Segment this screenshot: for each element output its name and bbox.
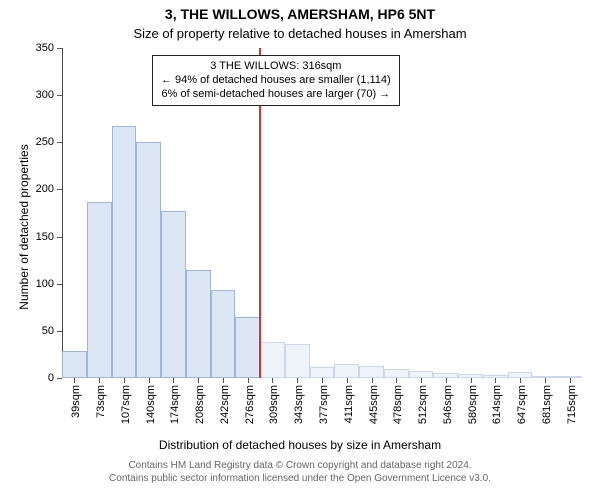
xtick-mark <box>99 378 100 383</box>
xtick-label: 478sqm <box>392 385 404 424</box>
xtick-mark <box>272 378 273 383</box>
histogram-bar <box>112 126 137 378</box>
y-axis <box>62 48 63 378</box>
y-axis-label: Number of detached properties <box>17 117 31 337</box>
xtick-label: 580sqm <box>467 385 479 424</box>
xtick-label: 647sqm <box>516 385 528 424</box>
xtick-mark <box>198 378 199 383</box>
x-axis-label: Distribution of detached houses by size … <box>0 438 600 452</box>
xtick-label: 208sqm <box>194 385 206 424</box>
xtick-mark <box>372 378 373 383</box>
xtick-label: 715sqm <box>566 385 578 424</box>
xtick-label: 377sqm <box>318 385 330 424</box>
xtick-mark <box>495 378 496 383</box>
ytick-mark <box>57 378 62 379</box>
histogram-bar <box>359 366 384 378</box>
xtick-label: 512sqm <box>417 385 429 424</box>
xtick-label: 39sqm <box>70 385 82 418</box>
histogram-bar <box>87 202 112 378</box>
histogram-bar <box>136 142 161 378</box>
credits-text: Contains HM Land Registry data © Crown c… <box>0 460 600 485</box>
xtick-mark <box>471 378 472 383</box>
ytick-label: 250 <box>24 136 54 148</box>
xtick-label: 107sqm <box>120 385 132 424</box>
histogram-bar <box>310 367 335 378</box>
xtick-label: 174sqm <box>169 385 181 424</box>
xtick-label: 445sqm <box>368 385 380 424</box>
histogram-bar <box>62 351 87 378</box>
ytick-label: 350 <box>24 42 54 54</box>
xtick-label: 242sqm <box>219 385 231 424</box>
chart-title: 3, THE WILLOWS, AMERSHAM, HP6 5NT <box>0 6 600 22</box>
annotation-line: ← 94% of detached houses are smaller (1,… <box>161 74 391 88</box>
xtick-label: 140sqm <box>145 385 157 424</box>
histogram-bar <box>409 371 434 378</box>
xtick-mark <box>223 378 224 383</box>
xtick-mark <box>149 378 150 383</box>
xtick-label: 73sqm <box>95 385 107 418</box>
ytick-label: 50 <box>24 325 54 337</box>
annotation-line: 6% of semi-detached houses are larger (7… <box>161 88 391 102</box>
xtick-label: 681sqm <box>541 385 553 424</box>
xtick-mark <box>248 378 249 383</box>
chart-subtitle: Size of property relative to detached ho… <box>0 26 600 41</box>
xtick-mark <box>396 378 397 383</box>
xtick-mark <box>570 378 571 383</box>
xtick-label: 614sqm <box>491 385 503 424</box>
xtick-mark <box>421 378 422 383</box>
histogram-bar <box>235 317 260 378</box>
xtick-mark <box>173 378 174 383</box>
xtick-mark <box>297 378 298 383</box>
histogram-bar <box>384 369 409 378</box>
plot-area: 0501001502002503003503 THE WILLOWS: 316s… <box>62 48 582 378</box>
histogram-bar <box>161 211 186 378</box>
xtick-mark <box>446 378 447 383</box>
histogram-bar <box>186 270 211 378</box>
xtick-label: 343sqm <box>293 385 305 424</box>
credits-line-2: Contains public sector information licen… <box>109 473 491 484</box>
annotation-line: 3 THE WILLOWS: 316sqm <box>161 60 391 74</box>
ytick-label: 300 <box>24 89 54 101</box>
xtick-mark <box>347 378 348 383</box>
xtick-mark <box>322 378 323 383</box>
histogram-bar <box>260 342 285 378</box>
ytick-label: 200 <box>24 183 54 195</box>
ytick-label: 150 <box>24 231 54 243</box>
credits-line-1: Contains HM Land Registry data © Crown c… <box>128 460 471 471</box>
xtick-label: 546sqm <box>442 385 454 424</box>
annotation-box: 3 THE WILLOWS: 316sqm← 94% of detached h… <box>152 55 400 106</box>
xtick-mark <box>545 378 546 383</box>
xtick-mark <box>520 378 521 383</box>
ytick-label: 0 <box>24 372 54 384</box>
histogram-bar <box>334 364 359 378</box>
xtick-mark <box>74 378 75 383</box>
histogram-bar <box>211 290 236 378</box>
histogram-bar <box>285 344 310 378</box>
xtick-label: 276sqm <box>244 385 256 424</box>
ytick-label: 100 <box>24 278 54 290</box>
xtick-mark <box>124 378 125 383</box>
xtick-label: 411sqm <box>343 385 355 423</box>
xtick-label: 309sqm <box>268 385 280 424</box>
